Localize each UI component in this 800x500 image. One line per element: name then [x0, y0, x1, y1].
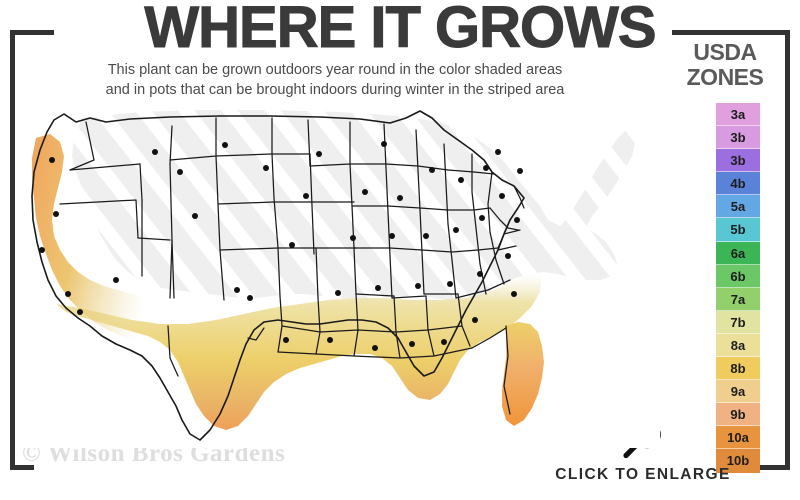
legend-swatch-zone-9b-13[interactable]: 9b [716, 403, 760, 427]
legend-swatch-zone-9a-12[interactable]: 9a [716, 380, 760, 404]
legend-swatch-zone-6a-6[interactable]: 6a [716, 241, 760, 265]
map-color-shaded-region [32, 134, 544, 430]
usda-zone-legend: 3a 3b 3b 4b 5a 5b 6a 6b 7a 7b 8a 8b 9a 9b 10a 10b [716, 103, 760, 473]
frame-border-right [785, 30, 790, 470]
map-city-dots [39, 141, 523, 351]
usda-hardiness-zone-map-usa[interactable] [20, 108, 660, 448]
map-state-outlines [31, 110, 525, 441]
legend-title-line-2: ZONES [686, 64, 764, 90]
legend-swatch-zone-5a-4[interactable]: 5a [716, 195, 760, 219]
legend-swatch-zone-7b-9[interactable]: 7b [716, 310, 760, 334]
frame-border-top-right [672, 30, 790, 35]
legend-swatch-zone-6b-7[interactable]: 6b [716, 264, 760, 288]
legend-swatch-zone-8a-10[interactable]: 8a [716, 333, 760, 358]
legend-swatch-zone-5b-5[interactable]: 5b [716, 218, 760, 242]
legend-swatch-zone-10b-15[interactable]: 10b [716, 449, 760, 473]
legend-swatch-zone-7a-8[interactable]: 7a [716, 287, 760, 311]
legend-swatch-zone-3b-1[interactable]: 3b [716, 126, 760, 150]
legend-title: USDA ZONES [660, 40, 790, 90]
legend-swatch-zone-8b-11[interactable]: 8b [716, 357, 760, 381]
frame-border-bottom-left [10, 465, 34, 470]
frame-border-left [10, 30, 15, 470]
frame-border-bottom-right [740, 465, 790, 470]
legend-swatch-zone-3a-0[interactable]: 3a [716, 103, 760, 127]
subtitle-line-1: This plant can be grown outdoors year ro… [107, 62, 563, 78]
subtitle-line-2: and in pots that can be brought indoors … [105, 82, 565, 98]
page-title: WHERE IT GROWS [144, 0, 657, 60]
legend-title-line-1: USDA [693, 39, 757, 65]
frame-border-top-left [10, 30, 54, 35]
legend-swatch-zone-4b-3[interactable]: 4b [716, 172, 760, 196]
legend-swatch-zone-3b-2[interactable]: 3b [716, 149, 760, 173]
legend-swatch-zone-10a-14[interactable]: 10a [716, 426, 760, 450]
click-to-enlarge-label[interactable]: CLICK TO ENLARGE [555, 466, 731, 483]
subtitle: This plant can be grown outdoors year ro… [40, 60, 630, 100]
